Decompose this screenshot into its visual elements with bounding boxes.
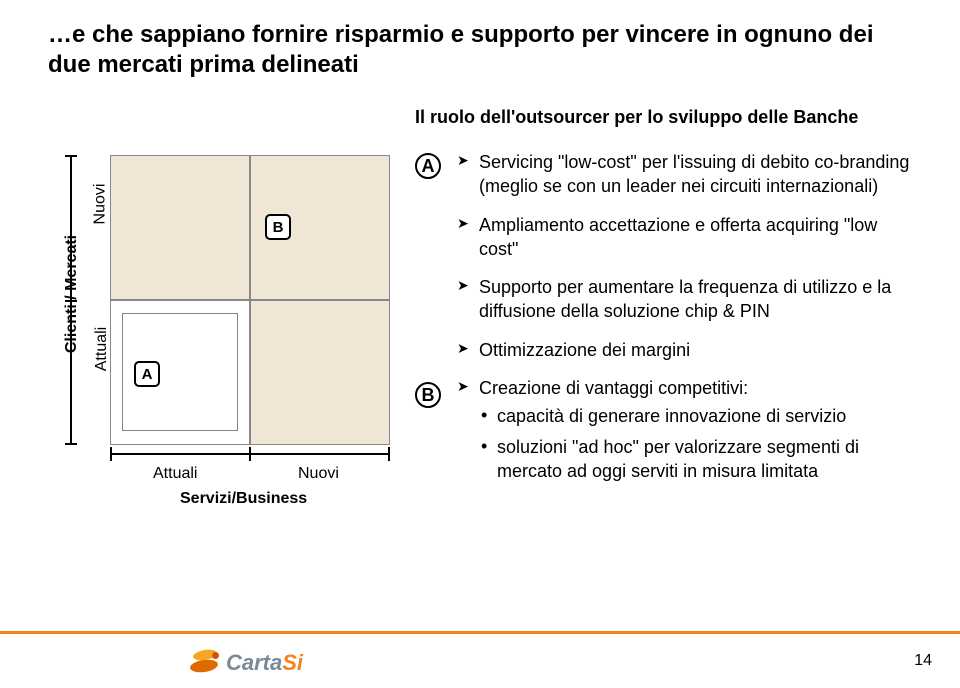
x-tick [249, 447, 251, 461]
badge-b-matrix: B [265, 214, 291, 240]
bullet-b-2: Creazione di vantaggi competitivi: capac… [457, 376, 920, 483]
y-tick [65, 443, 77, 445]
logo-text: CartaSi [226, 650, 303, 676]
cell-bottom-right [250, 300, 390, 445]
bullet-a-3: Supporto per aumentare la frequenza di u… [457, 275, 920, 324]
logo-part2: Si [282, 650, 303, 675]
y-axis: Clienti / Mercati Nuovi Attuali [48, 155, 103, 445]
slide-root: …e che sappiano fornire risparmio e supp… [0, 0, 960, 688]
cell-top-left [110, 155, 250, 300]
logo-part1: Carta [226, 650, 282, 675]
badge-b-letter: B [273, 220, 284, 235]
bullet-b-2-text: Creazione di vantaggi competitivi: [479, 378, 748, 398]
bullet-b-1: Ottimizzazione dei margini [457, 338, 920, 362]
sub-b-2: soluzioni "ad hoc" per valorizzare segme… [479, 435, 920, 484]
y-axis-title: Clienti / Mercati [63, 235, 81, 353]
bullet-a-1: Servicing "low-cost" per l'issuing di de… [457, 150, 920, 199]
page-number: 14 [914, 652, 932, 670]
slide-subtitle: Il ruolo dell'outsourcer per lo sviluppo… [415, 107, 905, 128]
section-a-list: Servicing "low-cost" per l'issuing di de… [457, 150, 920, 324]
y-tick-label-top: Nuovi [91, 184, 109, 225]
bullet-a-2: Ampliamento accettazione e offerta acqui… [457, 213, 920, 262]
marker-a-icon: A [415, 153, 441, 179]
accent-divider [0, 631, 960, 634]
section-b-sublist: capacità di generare innovazione di serv… [479, 404, 920, 483]
slide-title: …e che sappiano fornire risparmio e supp… [48, 20, 912, 80]
y-tick [65, 300, 77, 302]
bullets-panel: A B Servicing "low-cost" per l'issuing d… [415, 150, 920, 497]
marker-b-icon: B [415, 382, 441, 408]
section-b-list: Ottimizzazione dei margini Creazione di … [457, 338, 920, 483]
marker-a-letter: A [422, 157, 435, 175]
y-tick-label-bottom: Attuali [93, 327, 111, 371]
x-tick [388, 447, 390, 461]
cartasi-logo: CartaSi [190, 650, 303, 676]
bullets-col: Servicing "low-cost" per l'issuing di de… [457, 150, 920, 483]
x-axis-title: Servizi/Business [180, 490, 307, 508]
x-tick-label-left: Attuali [153, 465, 197, 483]
marker-b-letter: B [422, 386, 435, 404]
sub-b-1: capacità di generare innovazione di serv… [479, 404, 920, 428]
quadrant-grid: A B [110, 155, 390, 445]
y-tick [65, 155, 77, 157]
badge-a-matrix: A [134, 361, 160, 387]
logo-swirl-icon [190, 650, 220, 676]
x-tick-label-right: Nuovi [298, 465, 339, 483]
x-tick [110, 447, 112, 461]
quadrant-matrix: Clienti / Mercati Nuovi Attuali A B Attu… [48, 155, 393, 490]
badge-a-letter: A [142, 367, 153, 382]
